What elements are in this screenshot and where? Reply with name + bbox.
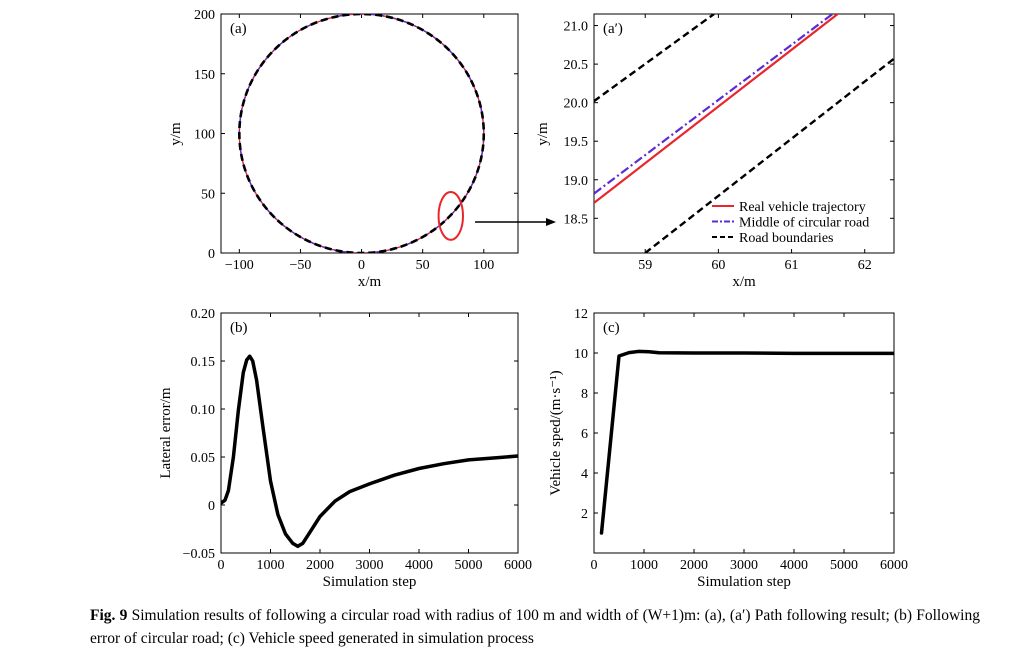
plot-frame: [220, 13, 519, 254]
legend-entry: Road boundaries: [739, 231, 833, 246]
connector-arrowhead: [546, 218, 556, 226]
x-tick-label: 1000: [630, 558, 658, 573]
x-tick-label: 0: [358, 258, 365, 273]
x-tick-label: 100: [473, 258, 494, 273]
x-axis-label: Simulation step: [323, 574, 417, 590]
x-axis-label: x/m: [358, 274, 382, 290]
y-tick-label: 20.5: [564, 58, 589, 73]
x-tick-label: 4000: [780, 558, 808, 573]
series-line-middle-of-circular-road: [594, 14, 834, 195]
y-tick-label: 0.15: [191, 355, 216, 370]
x-tick-label: 1000: [257, 558, 285, 573]
y-tick-label: 8: [581, 387, 588, 402]
panel-c-vehicle-speed: 0 1000 2000 3000 4000 5000 6000 2 4 6 8 10 12 Simulat…: [548, 307, 908, 590]
figure-caption: Fig. 9 Simulation results of following a…: [90, 604, 980, 650]
y-tick-label: 0.05: [191, 451, 216, 466]
y-tick-label: 100: [194, 128, 215, 143]
panel-label: (c): [603, 320, 620, 336]
y-tick-label: 2: [581, 507, 588, 522]
legend-entry: Middle of circular road: [739, 216, 869, 231]
y-tick-label: 0.20: [191, 307, 216, 322]
plot-frame: [593, 312, 895, 554]
x-tick-label: −100: [225, 258, 254, 273]
panel-b-lateral-error: 0 1000 2000 3000 4000 5000 6000−0.0500.050.100…: [158, 307, 532, 590]
y-tick-label: −0.05: [183, 547, 215, 562]
y-tick-label: 20.0: [564, 97, 589, 112]
panel-label: (b): [230, 320, 248, 336]
plot-area: [238, 14, 486, 253]
y-tick-label: 10: [574, 347, 588, 362]
x-tick-label: 0: [218, 558, 225, 573]
caption-label: Fig. 9: [90, 607, 128, 624]
series-line-road-boundaries: [594, 14, 715, 103]
series-line-vehicle-speed: [599, 349, 894, 535]
y-axis-label: Vehicle sped/(m·s⁻¹): [548, 370, 564, 495]
x-tick-label: 3000: [730, 558, 758, 573]
zoom-connector-arrow: [475, 218, 556, 226]
series-line-lateral-error: [221, 354, 518, 549]
y-tick-label: 19.5: [564, 135, 589, 150]
x-tick-label: 6000: [880, 558, 908, 573]
x-tick-label: −50: [289, 258, 311, 273]
y-tick-label: 200: [194, 8, 215, 23]
y-tick-label: 19.0: [564, 174, 589, 189]
x-tick-label: 50: [416, 258, 430, 273]
y-tick-label: 21.0: [564, 20, 589, 35]
x-tick-label: 4000: [405, 558, 433, 573]
y-tick-label: 6: [581, 427, 588, 442]
x-tick-label: 2000: [306, 558, 334, 573]
y-tick-label: 50: [201, 187, 215, 202]
zoom-highlight-ellipse: [437, 191, 464, 241]
plot-area: [221, 354, 518, 549]
x-tick-label: 59: [638, 258, 652, 273]
y-tick-label: 12: [574, 307, 588, 322]
y-tick-label: 0.10: [191, 403, 216, 418]
x-tick-label: 3000: [356, 558, 384, 573]
panel-label: (a): [230, 21, 247, 37]
panel-a-circular-path: −100 −50 0 50 100 0 50 100 150 200 x/m y/m (a): [168, 8, 519, 290]
x-axis-label: Simulation step: [697, 574, 791, 590]
x-tick-label: 61: [785, 258, 799, 273]
x-tick-label: 6000: [504, 558, 532, 573]
y-tick-label: 150: [194, 68, 215, 83]
caption-text: Simulation results of following a circul…: [90, 607, 980, 647]
panel-a-prime-zoomed-path: 59 60 61 62 18.5 19.0 19.5 20.0 20.5 21.0 x/m y/m (a…: [535, 13, 895, 290]
plot-area: [599, 349, 894, 535]
y-tick-label: 0: [208, 499, 215, 514]
plot-frame: [593, 13, 895, 254]
x-tick-label: 62: [858, 258, 872, 273]
series-line-road-boundaries: [644, 57, 894, 253]
y-tick-label: 4: [581, 467, 588, 482]
y-tick-label: 0: [208, 247, 215, 262]
panel-label: (a′): [603, 21, 623, 37]
x-tick-label: 5000: [830, 558, 858, 573]
y-axis-label: y/m: [535, 122, 551, 146]
x-tick-label: 0: [591, 558, 598, 573]
plot-area: [594, 14, 894, 253]
x-tick-label: 5000: [455, 558, 483, 573]
y-axis-label: Lateral error/m: [158, 387, 174, 479]
x-tick-label: 2000: [680, 558, 708, 573]
y-tick-label: 18.5: [564, 212, 589, 227]
y-axis-label: y/m: [168, 122, 184, 146]
x-axis-label: x/m: [732, 274, 756, 290]
series-line-real-vehicle-trajectory: [594, 14, 839, 204]
plot-frame: [220, 312, 519, 554]
legend-entry: Real vehicle trajectory: [739, 200, 866, 215]
x-tick-label: 60: [711, 258, 725, 273]
series-road-boundaries: [238, 14, 486, 253]
